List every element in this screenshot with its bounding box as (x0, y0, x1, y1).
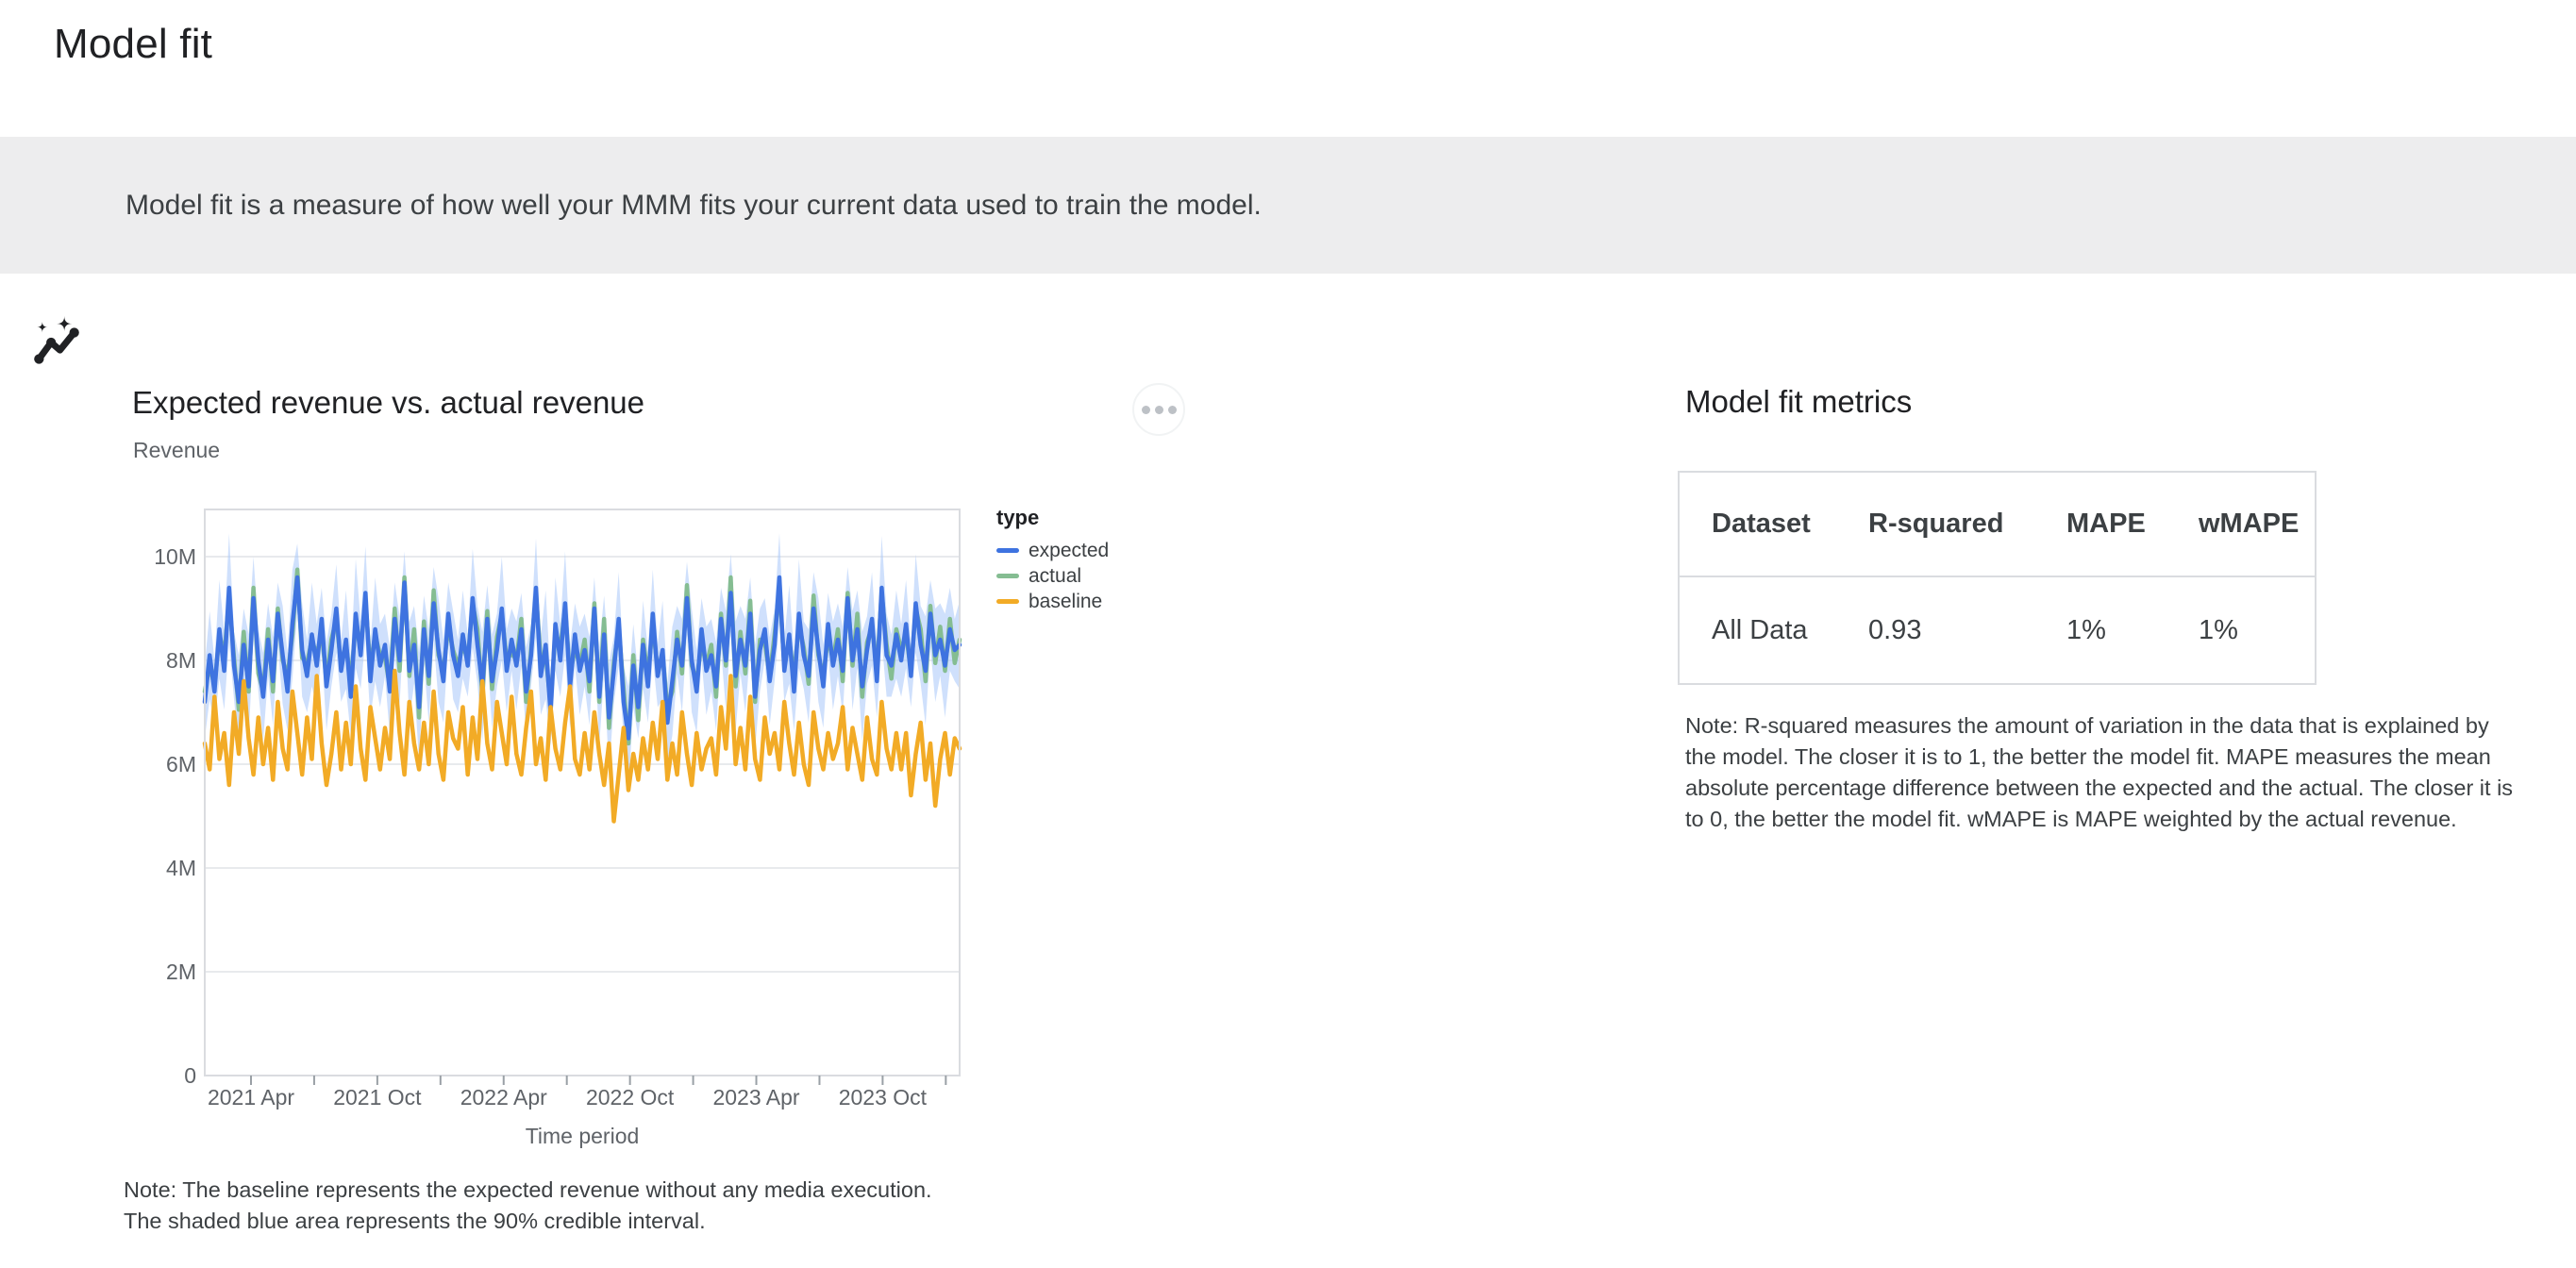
svg-text:2M: 2M (166, 959, 196, 984)
chart-legend: type expected actual baseline (996, 506, 1109, 614)
legend-label: expected (1029, 539, 1110, 561)
column-header-wmape: wMAPE (2199, 509, 2300, 539)
info-banner: Model fit is a measure of how well your … (0, 137, 2576, 364)
more-options-dots-icon (1154, 405, 1163, 414)
baseline-line-swatch (996, 599, 1019, 604)
svg-text:10M: 10M (154, 544, 196, 569)
column-header-mape: MAPE (2066, 509, 2146, 539)
legend-item-baseline: baseline (996, 589, 1109, 614)
actual-line-swatch (996, 574, 1019, 578)
chart-more-options-button[interactable] (1132, 383, 1185, 436)
legend-label: baseline (1029, 590, 1103, 612)
svg-text:2022 Oct: 2022 Oct (586, 1085, 675, 1110)
insights-sparkle-icon (34, 316, 79, 364)
svg-text:2023 Oct: 2023 Oct (839, 1085, 928, 1110)
svg-text:4M: 4M (166, 856, 196, 880)
chart-note: Note: The baseline represents the expect… (124, 1177, 932, 1233)
model-fit-metrics-table: Dataset R-squared MAPE wMAPE All Data 0.… (1678, 471, 2317, 685)
svg-text:2022 Apr: 2022 Apr (460, 1085, 547, 1110)
more-options-dots-icon (1141, 405, 1150, 414)
legend-item-expected: expected (996, 538, 1109, 563)
legend-title: type (996, 506, 1040, 529)
legend-label: actual (1029, 564, 1082, 587)
column-header-dataset: Dataset (1712, 509, 1811, 539)
page-header: Model fit (0, 0, 2576, 137)
metrics-note: Note: R-squared measures the amount of v… (1685, 713, 2514, 831)
svg-text:2021 Apr: 2021 Apr (208, 1085, 294, 1110)
svg-text:2023 Apr: 2023 Apr (712, 1085, 799, 1110)
more-options-dots-icon (1167, 405, 1177, 414)
metrics-title: Model fit metrics (1685, 384, 1913, 419)
revenue-line-chart: 0 2M 4M 6M 8M 10M 2021 Apr 2021 Oct 2022 Apr 2022… (154, 509, 962, 1148)
cell-mape: 1% (2066, 614, 2106, 645)
legend-item-actual: actual (996, 563, 1109, 589)
svg-text:Time period: Time period (526, 1124, 640, 1148)
svg-text:0: 0 (184, 1063, 196, 1088)
chart-y-axis-title: Revenue (133, 438, 221, 462)
svg-text:8M: 8M (166, 648, 196, 673)
expected-line-swatch (996, 548, 1019, 553)
svg-text:6M: 6M (166, 752, 196, 776)
banner-text: Model fit is a measure of how well your … (125, 189, 1262, 221)
cell-dataset: All Data (1712, 614, 1808, 645)
table-row: All Data 0.93 1% 1% (1680, 577, 2315, 683)
table-header-row: Dataset R-squared MAPE wMAPE (1680, 473, 2315, 577)
column-header-r-squared: R-squared (1868, 509, 2004, 539)
page-title: Model fit (54, 21, 213, 67)
cell-wmape: 1% (2199, 614, 2238, 645)
cell-r-squared: 0.93 (1868, 614, 1922, 645)
chart-title: Expected revenue vs. actual revenue (132, 385, 645, 420)
svg-text:2021 Oct: 2021 Oct (333, 1085, 422, 1110)
